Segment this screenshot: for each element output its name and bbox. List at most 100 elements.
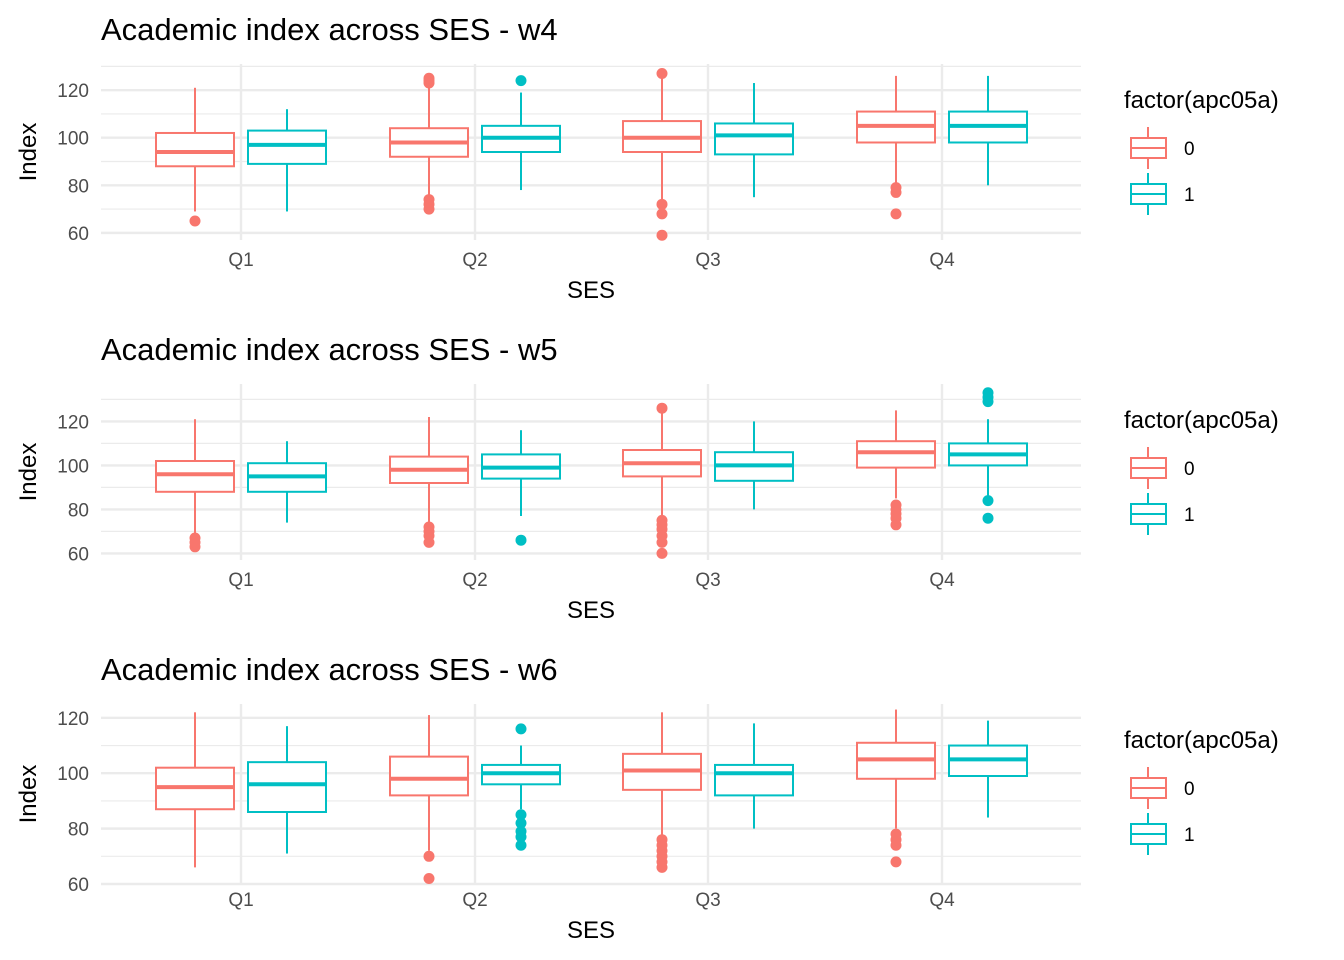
outlier-point xyxy=(656,402,668,414)
legend: factor(apc05a) 0 1 xyxy=(1124,727,1279,855)
legend-label: 0 xyxy=(1184,459,1195,480)
box-iqr xyxy=(714,122,794,156)
outlier-point xyxy=(515,817,527,829)
x-tick-label: Q3 xyxy=(695,250,720,271)
box-iqr xyxy=(389,755,469,797)
box-Q3-group-1 xyxy=(714,723,794,829)
box-Q1-group-0 xyxy=(155,87,235,227)
outlier-point xyxy=(423,72,435,84)
box-iqr xyxy=(155,460,235,493)
box-Q4-group-1 xyxy=(948,720,1028,818)
x-tick-label: Q1 xyxy=(228,890,253,911)
outlier-point xyxy=(656,198,668,210)
x-axis-label: SES xyxy=(567,917,615,944)
box-Q4-group-1 xyxy=(948,387,1028,524)
box-Q2-group-1 xyxy=(481,430,561,546)
box-Q3-group-0 xyxy=(622,68,702,241)
legend-key-0 xyxy=(1130,127,1167,169)
outlier-point xyxy=(423,850,435,862)
outlier-point xyxy=(515,723,527,735)
box-iqr xyxy=(247,129,327,165)
outlier-point xyxy=(656,208,668,220)
box-Q2-group-1 xyxy=(481,723,561,851)
legend-label: 1 xyxy=(1184,505,1195,526)
y-tick-label: 60 xyxy=(68,875,89,896)
outlier-point xyxy=(515,534,527,546)
y-tick-label: 120 xyxy=(57,412,89,433)
outlier-point xyxy=(423,872,435,884)
legend-key-0 xyxy=(1130,447,1167,489)
x-tick-label: Q4 xyxy=(929,570,955,591)
chart-title: Academic index across SES - w5 xyxy=(101,332,558,367)
x-tick-label: Q1 xyxy=(228,570,253,591)
outlier-point xyxy=(890,828,902,840)
legend-key-0 xyxy=(1130,767,1167,809)
x-axis-label: SES xyxy=(567,277,615,304)
y-tick-label: 80 xyxy=(68,820,89,841)
legend-label: 0 xyxy=(1184,139,1195,160)
y-tick-label: 60 xyxy=(68,544,89,565)
box-iqr xyxy=(247,761,327,814)
chart-title: Academic index across SES - w4 xyxy=(101,12,558,47)
outlier-point xyxy=(982,512,994,524)
legend-label: 1 xyxy=(1184,185,1195,206)
y-tick-label: 120 xyxy=(57,709,89,730)
outlier-point xyxy=(982,387,994,399)
outlier-point xyxy=(890,182,902,194)
legend: factor(apc05a) 0 1 xyxy=(1124,87,1279,215)
y-axis-label: Index xyxy=(15,443,42,502)
y-tick-label: 80 xyxy=(68,176,89,197)
legend: factor(apc05a) 0 1 xyxy=(1124,407,1279,535)
y-tick-label: 100 xyxy=(57,764,89,785)
outlier-point xyxy=(982,495,994,507)
box-Q1-group-1 xyxy=(247,441,327,523)
box-Q1-group-1 xyxy=(247,109,327,212)
outlier-point xyxy=(515,839,527,851)
outlier-point xyxy=(515,75,527,87)
box-Q2-group-1 xyxy=(481,75,561,191)
y-axis-label: Index xyxy=(15,765,42,824)
box-Q4-group-0 xyxy=(856,410,936,531)
legend-key-1 xyxy=(1130,813,1167,855)
x-tick-label: Q2 xyxy=(462,570,487,591)
box-Q2-group-0 xyxy=(389,417,469,548)
outlier-point xyxy=(656,547,668,559)
box-Q4-group-0 xyxy=(856,75,936,220)
chart-title: Academic index across SES - w6 xyxy=(101,652,558,687)
outlier-point xyxy=(656,514,668,526)
chart-panel-3: Academic index across SES - w6 60 80 100 120… xyxy=(15,652,1279,944)
x-tick-label: Q4 xyxy=(929,890,955,911)
box-Q4-group-1 xyxy=(948,75,1028,186)
outlier-point xyxy=(189,215,201,227)
x-tick-label: Q3 xyxy=(695,890,720,911)
outlier-point xyxy=(656,68,668,80)
chart-panel-1: Academic index across SES - w4 60 80 100 120… xyxy=(15,12,1279,304)
outlier-point xyxy=(656,229,668,241)
y-tick-label: 80 xyxy=(68,500,89,521)
outlier-point xyxy=(890,856,902,868)
x-axis-label: SES xyxy=(567,597,615,624)
outlier-point xyxy=(890,499,902,511)
chart-panel-2: Academic index across SES - w5 60 80 100 120… xyxy=(15,332,1279,624)
legend-title: factor(apc05a) xyxy=(1124,407,1279,434)
y-tick-label: 120 xyxy=(57,81,89,102)
x-tick-label: Q2 xyxy=(462,890,487,911)
outlier-point xyxy=(189,532,201,544)
x-tick-label: Q4 xyxy=(929,250,955,271)
outlier-point xyxy=(515,825,527,837)
x-tick-label: Q1 xyxy=(228,250,253,271)
x-tick-label: Q2 xyxy=(462,250,487,271)
box-iqr xyxy=(856,440,936,469)
box-iqr xyxy=(714,763,794,797)
outlier-point xyxy=(515,809,527,821)
legend-key-1 xyxy=(1130,493,1167,535)
box-Q2-group-0 xyxy=(389,715,469,884)
y-tick-label: 60 xyxy=(68,224,89,245)
legend-label: 1 xyxy=(1184,825,1195,846)
y-tick-label: 100 xyxy=(57,129,89,150)
y-tick-label: 100 xyxy=(57,456,89,477)
outlier-point xyxy=(423,521,435,533)
box-Q2-group-0 xyxy=(389,72,469,215)
box-Q3-group-1 xyxy=(714,421,794,510)
box-Q3-group-1 xyxy=(714,83,794,198)
